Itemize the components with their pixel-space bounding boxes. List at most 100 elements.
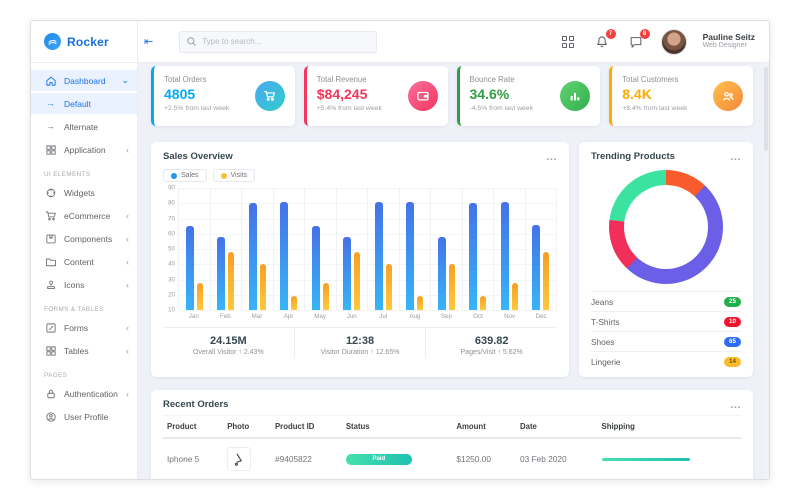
chevron-left-icon: ‹ (126, 144, 129, 155)
bar-group-feb (211, 188, 242, 310)
trending-product-row-shoes[interactable]: Shoes 65 (591, 331, 741, 351)
trending-products-title: Trending Products (591, 151, 675, 162)
sidebar-item-ecommerce[interactable]: eCommerce ‹ (31, 205, 137, 226)
sidebar-item-label: User Profile (64, 411, 109, 422)
count-badge: 65 (723, 336, 741, 347)
sidebar-item-components[interactable]: Components ‹ (31, 228, 137, 249)
bar-plot (178, 188, 557, 311)
sidebar-item-widgets[interactable]: Widgets (31, 182, 137, 203)
notifications-button[interactable]: 7 (593, 28, 616, 51)
bar-group-oct (463, 188, 494, 310)
sidebar-item-label: Tables (64, 345, 89, 356)
trending-products-menu-icon[interactable] (730, 153, 741, 161)
sales-bar (185, 226, 194, 310)
main-content: Total Orders 4805 +2.5% from last week Tota… (138, 63, 769, 481)
visits-bar (480, 296, 487, 310)
stat-value: 34.6% (469, 86, 510, 102)
search-icon (187, 36, 197, 46)
bell-icon (596, 35, 607, 47)
arrow-right-icon: → (46, 98, 55, 108)
trending-products-list: Jeans 25 T-Shirts 10 Shoes 65 Lingerie 14 (591, 291, 741, 371)
legend-item-visits[interactable]: Visits (212, 169, 256, 182)
content-scrollbar-thumb[interactable] (764, 67, 768, 151)
search-input[interactable] (179, 30, 378, 53)
recent-orders-menu-icon[interactable] (730, 401, 741, 409)
trending-product-row-t-shirts[interactable]: T-Shirts 10 (591, 311, 741, 331)
x-tick-label: Jan (188, 313, 199, 320)
user-meta[interactable]: Pauline Seitz Web Designer (703, 32, 755, 51)
x-axis: Jan Feb Mar Apr May Jun Jul Aug Sep Oct Nov Dec (178, 313, 557, 320)
x-tick-label: Oct (473, 313, 483, 320)
sales-bar (374, 201, 383, 310)
product-label: Lingerie (591, 356, 621, 367)
sidebar-collapse-icon[interactable]: ⇤ (144, 36, 154, 48)
content-scrollbar[interactable] (762, 63, 768, 479)
order-row-partial (163, 480, 741, 481)
count-badge: 14 (723, 356, 741, 367)
y-tick-label: 90 (168, 184, 175, 192)
stat-card-bounce-rate: Bounce Rate 34.6% -4.5% from last week (456, 66, 601, 126)
sales-bar (437, 236, 446, 310)
home-icon (44, 74, 57, 87)
stamp-icon (44, 278, 57, 291)
product-label: Shoes (591, 336, 615, 347)
y-axis: 90 80 70 60 50 40 30 20 10 (163, 184, 178, 314)
x-tick-label: Nov (504, 313, 516, 320)
cart-icon (44, 209, 57, 222)
x-tick-label: Jul (379, 313, 388, 320)
sales-bar (343, 236, 352, 310)
sidebar-item-label: eCommerce (64, 210, 111, 221)
stat-value: 8.4K (622, 86, 652, 102)
sidebar-item-label: Forms (64, 322, 89, 333)
messages-button[interactable]: 8 (627, 28, 650, 51)
summary-label-text: Overall Visitor (192, 349, 237, 356)
arrow-up-icon: ↑ (238, 349, 242, 356)
legend-item-sales[interactable]: Sales (163, 169, 207, 182)
summary-label: Overall Visitor ↑ 2.43% (163, 349, 294, 356)
sidebar-item-forms[interactable]: Forms ‹ (31, 317, 137, 338)
summary-value: 12:38 (345, 335, 375, 347)
bar-group-jul (368, 188, 400, 310)
sidebar-item-icons[interactable]: Icons ‹ (31, 274, 137, 295)
apps-launcher-button[interactable] (559, 33, 577, 51)
sidebar-item-application[interactable]: Application ‹ (31, 139, 137, 160)
visits-bar (196, 282, 203, 310)
tables-icon (44, 344, 57, 357)
sidebar-item-default[interactable]: → Default (31, 93, 137, 114)
sales-overview-panel: Sales Overview Sales Visits 90 80 70 60 50 40 3… (151, 142, 569, 377)
sales-bar-chart: 90 80 70 60 50 40 30 20 10 Jan Feb Mar Apr May Jun Jul… (163, 184, 557, 320)
sales-bar (280, 201, 289, 310)
column-header-product-id: Product ID (270, 415, 342, 439)
trending-product-row-jeans[interactable]: Jeans 25 (591, 291, 741, 311)
order-row[interactable]: Iphone 5 #9405822 Paid $1250.00 03 Feb 2020 (163, 438, 741, 479)
notification-count-badge: 7 (605, 28, 616, 39)
sales-overview-title: Sales Overview (163, 151, 233, 162)
x-tick-label: Jun (346, 313, 357, 320)
sales-bar (406, 201, 415, 310)
sales-bar (217, 236, 226, 310)
user-avatar[interactable] (660, 28, 687, 55)
trending-products-panel: Trending Products Jeans 25 T-Shirts 10 Shoes… (579, 142, 753, 377)
users-stat-icon (713, 81, 743, 111)
y-tick-label: 20 (168, 291, 175, 299)
bar-group-may (305, 188, 337, 310)
sales-bar (248, 203, 257, 310)
bar-group-apr (274, 188, 305, 310)
sidebar-item-alternate[interactable]: → Alternate (31, 116, 137, 137)
sidebar-item-label: Components (64, 233, 113, 244)
sidebar-item-user-profile[interactable]: User Profile (31, 406, 137, 427)
sidebar-section-label: FORMS & TABLES (44, 306, 104, 313)
sidebar-item-dashboard[interactable]: Dashboard ⌄ (31, 70, 137, 91)
trending-product-row-lingerie[interactable]: Lingerie 14 (591, 351, 741, 371)
visits-bar (291, 296, 298, 310)
sidebar-item-content[interactable]: Content ‹ (31, 251, 137, 272)
x-tick-label: May (314, 313, 326, 320)
order-product: Iphone 5 (163, 438, 224, 479)
sidebar-item-label: Content (64, 256, 94, 267)
donut-hole (624, 185, 708, 269)
sidebar-item-tables[interactable]: Tables ‹ (31, 340, 137, 361)
sales-overview-menu-icon[interactable] (546, 153, 557, 161)
gridline (179, 294, 557, 296)
sidebar-item-authentication[interactable]: Authentication ‹ (31, 383, 137, 404)
components-icon (44, 232, 57, 245)
